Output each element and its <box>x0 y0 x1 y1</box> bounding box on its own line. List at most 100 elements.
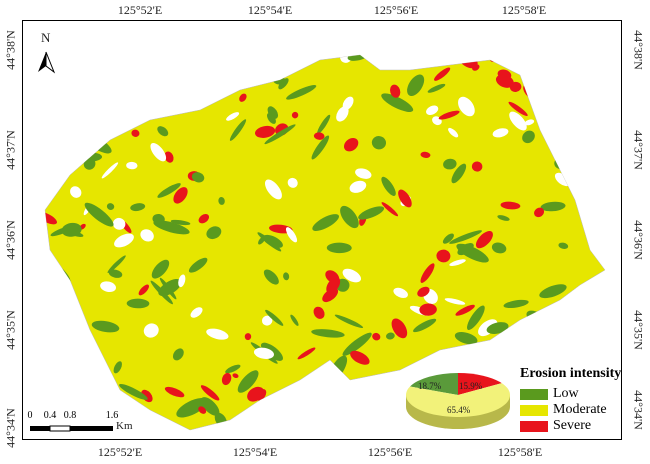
erosion-patch <box>312 214 340 231</box>
erosion-patch <box>500 201 521 210</box>
erosion-patch <box>190 307 203 318</box>
erosion-patch <box>131 129 140 137</box>
erosion-patch <box>150 280 173 305</box>
erosion-patch <box>151 259 170 279</box>
erosion-patch <box>92 68 110 76</box>
erosion-patch <box>461 354 495 373</box>
scale-tick: 0 <box>27 410 33 421</box>
lon-label-top: 125°52'E <box>117 3 163 17</box>
lon-label-top: 125°58'E <box>501 3 547 17</box>
erosion-patch <box>285 227 298 243</box>
erosion-patch <box>296 398 318 404</box>
erosion-patch <box>426 105 439 116</box>
erosion-patch <box>244 333 252 341</box>
erosion-patch <box>390 84 401 98</box>
erosion-patch <box>150 143 167 162</box>
erosion-patch <box>168 73 176 79</box>
erosion-patch <box>211 62 233 72</box>
erosion-patch <box>200 385 220 401</box>
erosion-patch <box>264 124 296 145</box>
erosion-patch <box>84 202 114 227</box>
erosion-patch <box>267 112 276 124</box>
erosion-patch <box>554 55 569 73</box>
erosion-patch <box>290 314 299 326</box>
legend-item-severe: Severe <box>520 418 591 434</box>
erosion-patch <box>548 347 559 360</box>
erosion-patch <box>314 417 333 426</box>
erosion-patch <box>420 263 435 283</box>
erosion-patch <box>431 365 442 370</box>
legend-label: Low <box>553 386 579 401</box>
erosion-patch <box>372 332 381 341</box>
erosion-patch <box>311 135 330 160</box>
erosion-patch <box>534 207 545 218</box>
scale-tick: 0.8 <box>63 410 77 421</box>
erosion-patch <box>540 201 566 212</box>
erosion-patch <box>350 350 370 365</box>
erosion-patch <box>191 56 220 75</box>
erosion-patch <box>261 315 273 326</box>
pie-label-severe: 15.9% <box>459 381 483 391</box>
erosion-patch <box>448 127 459 138</box>
erosion-patch <box>113 361 122 374</box>
erosion-patch <box>283 272 290 281</box>
erosion-patch <box>557 338 571 353</box>
erosion-patch <box>326 242 352 254</box>
erosion-patch <box>386 332 395 340</box>
erosion-patch <box>70 186 82 198</box>
erosion-patch <box>173 187 188 204</box>
scale-unit: Km <box>116 420 133 432</box>
erosion-patch <box>106 203 115 210</box>
erosion-patch <box>131 74 151 85</box>
pie-slice <box>406 383 510 418</box>
erosion-patch <box>449 259 466 266</box>
erosion-patch <box>311 329 345 338</box>
erosion-patch <box>407 87 417 93</box>
erosion-patch <box>575 383 600 391</box>
erosion-patch <box>342 384 351 392</box>
erosion-patch <box>381 55 394 63</box>
erosion-patch <box>157 183 181 198</box>
erosion-patch <box>247 386 265 402</box>
erosion-patch <box>517 326 530 338</box>
erosion-patch <box>446 55 462 58</box>
scale-tick: 1.6 <box>105 410 119 421</box>
legend-title: Erosion intensity <box>520 366 622 381</box>
erosion-patch <box>291 420 310 430</box>
erosion-patch <box>153 56 164 61</box>
pie-slice <box>410 372 458 395</box>
erosion-patch <box>381 93 414 112</box>
erosion-patch <box>313 306 325 319</box>
erosion-patch <box>239 93 247 102</box>
erosion-patch <box>472 64 480 71</box>
erosion-patch <box>475 231 493 249</box>
erosion-patch <box>52 333 67 349</box>
erosion-patch <box>206 226 222 240</box>
erosion-patch <box>226 112 240 121</box>
erosion-patch <box>91 320 120 333</box>
erosion-patch <box>486 322 509 334</box>
lon-label-bottom: 125°54'E <box>232 445 278 459</box>
erosion-patch <box>286 85 317 100</box>
erosion-patch <box>108 269 123 278</box>
erosion-patch <box>524 119 535 126</box>
erosion-patch <box>170 219 191 226</box>
erosion-patch <box>96 393 112 406</box>
erosion-patch <box>441 357 459 370</box>
erosion-patch <box>232 373 239 379</box>
erosion-patch <box>45 304 72 325</box>
erosion-patch <box>83 158 96 170</box>
erosion-patch <box>53 103 73 122</box>
erosion-patch <box>322 288 339 303</box>
erosion-patch <box>112 217 126 230</box>
erosion-patch <box>340 205 359 229</box>
erosion-patch <box>539 284 567 299</box>
erosion-patch <box>427 83 446 93</box>
erosion-patch <box>558 242 569 249</box>
erosion-patch <box>278 78 289 90</box>
erosion-patch <box>218 197 225 205</box>
swatch <box>520 388 548 400</box>
erosion-patch <box>176 398 208 418</box>
